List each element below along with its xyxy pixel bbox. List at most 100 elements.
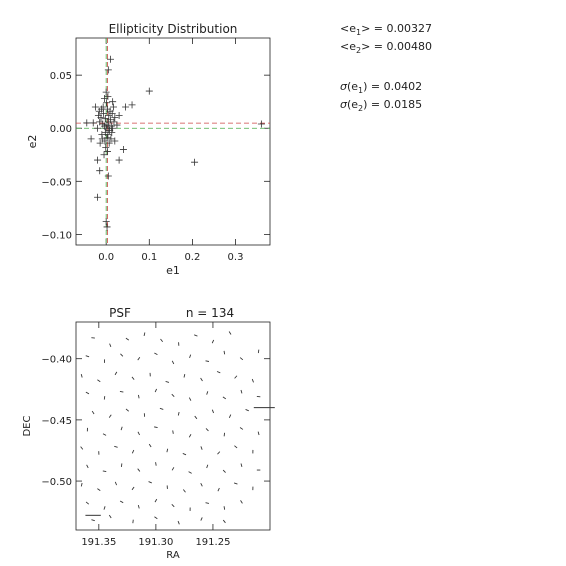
psf-stick [194,334,198,337]
psf-stick [165,381,170,383]
psf-stick [251,378,254,383]
psf-stick [108,414,112,418]
psf-stick [223,506,226,510]
psf-stick [239,427,244,430]
psf-stick [160,338,164,343]
ellipticity-point [257,120,265,128]
psf-stick [97,379,101,383]
ellipticity-point [103,134,111,142]
ellipticity-point [104,66,112,74]
ellipticity-point [101,115,109,123]
psf-stick [223,350,226,355]
ellipticity-point [94,124,102,132]
psf-stick [240,500,243,504]
psf-stick [206,391,209,395]
ellipticity-point [104,131,112,139]
sigma-e1-stat: σ(e1) = 0.0402 [340,80,423,96]
psf-stick [217,487,220,492]
psf-stick [166,448,169,453]
psf-stick [80,482,83,487]
psf-stick [103,506,106,510]
mean-e2-value: 0.00480 [386,40,433,53]
ellipticity-point [108,109,116,117]
psf-stick [119,500,124,504]
ellipticity-point [113,121,121,129]
ellipticity-plot: 0.0 0.1 0.2 0.3 0.05 0.00 −0.05 −0.10 Ellipticit… [26,22,271,277]
psf-stick [119,390,124,393]
psf-stick [125,408,129,412]
psf-xtick-label: 191.35 [81,537,116,548]
ellipticity-point [105,124,113,132]
psf-xtick-label: 191.30 [138,537,173,548]
psf-stick [154,388,158,393]
psf-stick [102,470,107,473]
psf-stick [222,469,226,473]
psf-stick [228,414,232,418]
sigma-e1-value: 0.0402 [383,80,423,93]
psf-stick [240,463,243,467]
psf-stick [182,489,186,493]
ellipticity-ylabel: e2 [26,135,39,149]
psf-count-label: n = 134 [186,306,234,320]
ellipticity-point [108,128,116,136]
ellipticity-point [119,145,127,153]
ellipticity-point [105,139,113,147]
psf-stick [228,331,232,335]
ellipticity-title: Ellipticity Distribution [109,22,238,36]
ellipticity-point [103,148,111,156]
ellipticity-point [145,87,153,95]
psf-stick [200,482,203,487]
psf-stick [131,486,135,491]
psf-stick [233,482,238,485]
psf-stick [137,431,140,436]
psf-stick [91,410,95,415]
ellipticity-point [111,114,119,122]
psf-stick [189,354,192,359]
psf-stick [120,426,123,431]
ellipticity-point [103,223,111,231]
ellipticity-point [94,111,102,119]
psf-stick [154,516,158,520]
ellipticity-point [87,135,95,143]
psf-stick [194,415,198,420]
psf-stick [85,391,90,395]
mean-e1-stat: <e1> = 0.00327 [340,22,433,38]
ellipticity-xlabel: e1 [166,264,180,277]
ellipticity-point [109,98,117,106]
ellipticity-point [115,111,123,119]
psf-stick [177,411,180,416]
psf-ylabel: DEC [22,415,33,436]
psf-axes-frame [75,321,271,531]
ellipticity-point [91,103,99,111]
psf-stick [206,464,209,469]
psf-stick [137,468,141,472]
psf-stick [125,337,130,341]
ellipticity-axes-frame [75,37,271,246]
ellipticity-point [191,158,199,166]
psf-stick [120,353,124,357]
ellipticity-point [107,135,115,143]
ellipticity-point [83,119,91,127]
psf-stick [148,443,152,448]
psf-stick [205,502,210,504]
psf-stick [86,464,89,469]
psf-stick [154,426,158,429]
ellipticity-xtick-label: 0.3 [228,252,244,263]
psf-stick [114,371,118,376]
sigma-e2-value: 0.0185 [383,98,423,111]
psf-stick [182,453,187,456]
psf-stick [183,374,186,378]
psf-ytick-label: −0.45 [41,416,72,427]
psf-stick [137,357,141,361]
ellipticity-xtick-label: 0.1 [141,252,157,263]
psf-stick [222,396,227,400]
ellipticity-point [102,143,110,151]
ellipticity-ytick-label: 0.05 [50,71,72,82]
psf-stick [114,481,117,486]
psf-stick [200,446,203,450]
ellipticity-point [110,103,118,111]
psf-stick [138,394,140,399]
psf-stick [171,503,175,508]
ellipticity-point [100,95,108,103]
